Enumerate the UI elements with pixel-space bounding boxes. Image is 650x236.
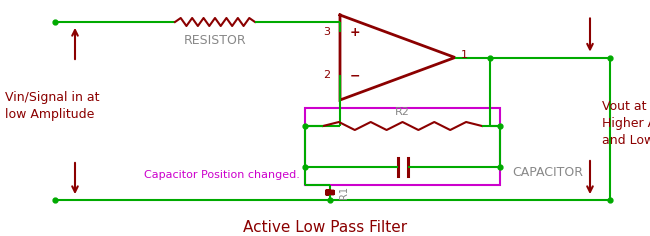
Text: R2: R2: [395, 107, 410, 117]
Text: 3: 3: [324, 27, 330, 37]
Text: CAPACITOR: CAPACITOR: [512, 165, 583, 178]
Bar: [305, 108, 500, 185]
Text: Vout at
Higher Amplitude
and Low frequency: Vout at Higher Amplitude and Low frequen…: [602, 100, 650, 147]
Text: RESISTOR: RESISTOR: [184, 34, 246, 46]
Text: −: −: [350, 69, 361, 83]
Text: Active Low Pass Filter: Active Low Pass Filter: [243, 220, 407, 236]
Text: R1: R1: [339, 186, 349, 199]
Text: 2: 2: [324, 70, 331, 80]
Text: +: +: [350, 26, 361, 39]
Text: 1: 1: [461, 51, 468, 60]
Text: Capacitor Position changed.: Capacitor Position changed.: [144, 170, 300, 180]
Text: Vin/Signal in at
low Amplitude: Vin/Signal in at low Amplitude: [5, 91, 99, 121]
